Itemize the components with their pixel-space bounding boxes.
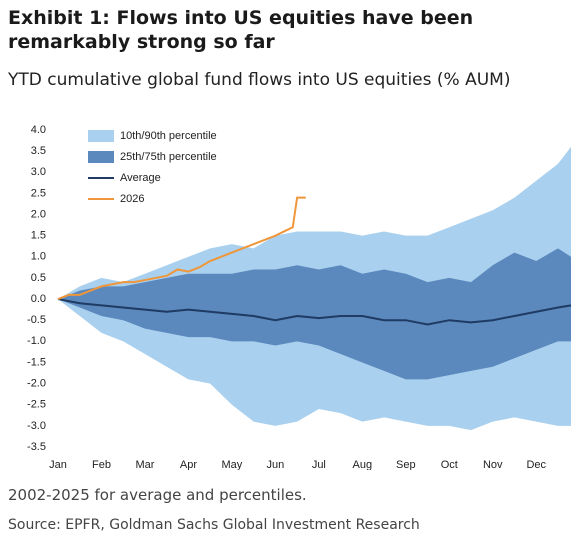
x-tick-label: Aug	[353, 459, 373, 470]
y-tick-label: 2.0	[31, 208, 46, 220]
y-tick-label: -2.0	[27, 378, 46, 390]
y-tick-label: -3.5	[27, 441, 46, 453]
chart: 4.0 3.5 3.0 2.5 2.0 1.5 1.0 0.5 0.0 -0.5 -1.0 -1.5 -…	[27, 124, 572, 470]
x-tick-label: May	[222, 459, 243, 470]
legend-label: Average	[120, 172, 161, 184]
x-tick-label: Oct	[441, 459, 458, 470]
x-tick-label: Sep	[396, 459, 416, 470]
x-tick-label: Jun	[266, 459, 284, 470]
legend-label: 10th/90th percentile	[120, 130, 217, 142]
x-tick-label: Nov	[483, 459, 503, 470]
legend-label: 25th/75th percentile	[120, 151, 217, 163]
y-tick-label: 1.0	[31, 251, 46, 263]
x-tick-label: Jul	[312, 459, 326, 470]
y-tick-label: 0.5	[31, 272, 46, 284]
y-tick-label: -1.0	[27, 335, 46, 347]
percentile-band	[58, 248, 571, 380]
chart-subtitle: YTD cumulative global fund flows into US…	[8, 70, 511, 90]
x-tick-label: Dec	[526, 459, 546, 470]
chart-source: Source: EPFR, Goldman Sachs Global Inves…	[8, 517, 420, 533]
y-tick-label: 1.5	[31, 230, 46, 242]
y-tick-label: 4.0	[31, 124, 46, 136]
x-tick-label: Mar	[135, 459, 154, 470]
legend-swatch	[88, 130, 114, 142]
y-tick-label: -2.5	[27, 399, 46, 411]
y-tick-label: -1.5	[27, 356, 46, 368]
y-tick-label: 3.0	[31, 166, 46, 178]
series-line	[57, 298, 572, 326]
x-tick-label: Jan	[49, 459, 67, 470]
y-tick-label: 2.5	[31, 187, 46, 199]
chart-note: 2002-2025 for average and percentiles.	[8, 486, 307, 504]
y-tick-label: -0.5	[27, 314, 46, 326]
series-line	[57, 196, 306, 300]
x-tick-label: Feb	[92, 459, 111, 470]
y-tick-label: -3.0	[27, 420, 46, 432]
chart-title: Exhibit 1: Flows into US equities have b…	[8, 7, 474, 53]
legend-label: 2026	[120, 193, 144, 205]
legend-swatch	[88, 151, 114, 163]
y-tick-label: 3.5	[31, 145, 46, 157]
x-tick-label: Apr	[180, 459, 197, 470]
y-tick-label: 0.0	[31, 293, 46, 305]
